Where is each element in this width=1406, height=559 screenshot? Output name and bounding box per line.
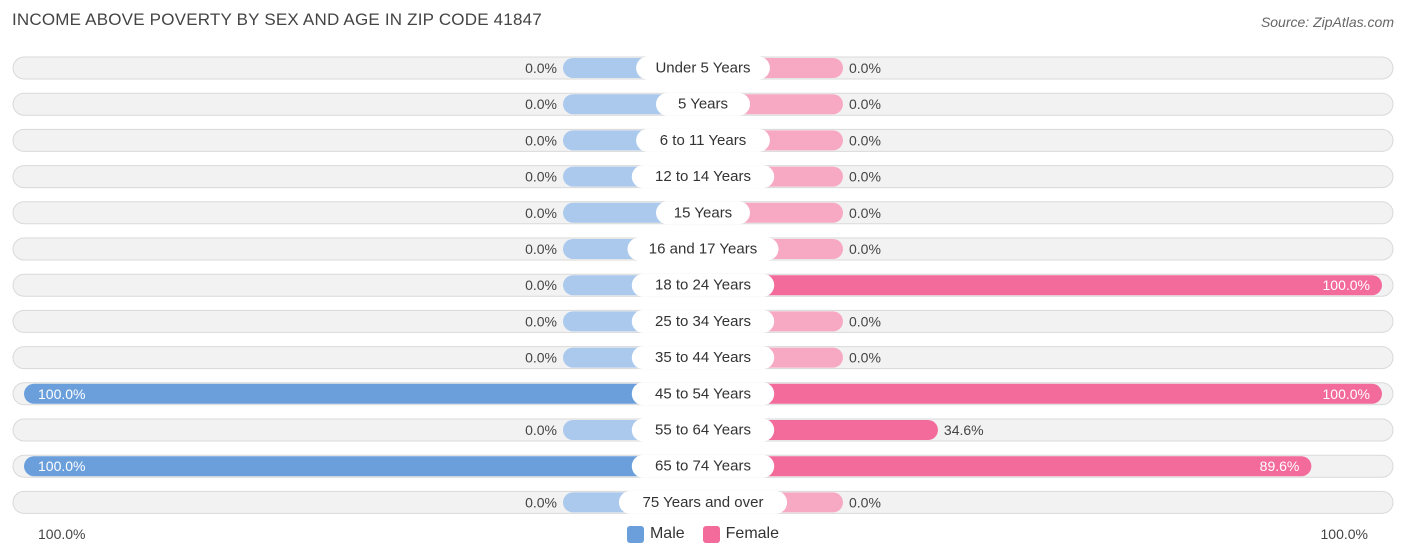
- legend: Male Female: [0, 524, 1406, 544]
- female-value-label: 34.6%: [944, 422, 984, 438]
- category-pill: [631, 418, 775, 442]
- female-bar: [703, 456, 1312, 477]
- category-pill: [631, 273, 775, 297]
- female-value-label: 0.0%: [849, 60, 881, 76]
- female-value-label: 0.0%: [849, 494, 881, 510]
- bar-chart: 0.0% 0.0% Under 5 Years 0.0% 0.0% 5 Years 0.0%…: [12, 56, 1394, 514]
- category-pill: [656, 201, 750, 225]
- category-label: 18 to 24 Years: [655, 277, 751, 294]
- legend-label-female: Female: [725, 525, 780, 542]
- category-pill: [627, 237, 779, 261]
- category-pill: [636, 128, 770, 152]
- male-value-label: 0.0%: [525, 422, 557, 438]
- category-label: 15 Years: [674, 204, 732, 221]
- category-pill: [636, 56, 770, 80]
- female-value-label: 0.0%: [849, 350, 881, 366]
- male-value-label: 0.0%: [525, 350, 557, 366]
- male-value-label: 100.0%: [38, 458, 85, 474]
- category-pill: [631, 346, 775, 370]
- legend-item-male: Male: [626, 524, 685, 544]
- female-bar: [703, 275, 1382, 296]
- category-label: 5 Years: [678, 96, 728, 113]
- category-label: 6 to 11 Years: [660, 132, 746, 149]
- category-label: 55 to 64 Years: [655, 422, 751, 439]
- category-label: 45 to 54 Years: [655, 385, 751, 402]
- male-bar: [24, 456, 703, 477]
- female-value-label: 0.0%: [849, 96, 881, 112]
- male-value-label: 0.0%: [525, 132, 557, 148]
- legend-swatch-male: [626, 525, 644, 543]
- legend-item-female: Female: [702, 524, 780, 544]
- female-value-label: 0.0%: [849, 241, 881, 257]
- category-pill: [631, 165, 775, 189]
- category-pill: [631, 309, 775, 333]
- male-value-label: 100.0%: [38, 386, 85, 402]
- category-label: 12 to 14 Years: [655, 168, 751, 185]
- male-value-label: 0.0%: [525, 241, 557, 257]
- male-value-label: 0.0%: [525, 494, 557, 510]
- category-label: 65 to 74 Years: [655, 458, 751, 475]
- axis-label-right: 100.0%: [1320, 526, 1368, 542]
- female-value-label: 0.0%: [849, 205, 881, 221]
- category-label: Under 5 Years: [655, 60, 750, 77]
- category-label: 25 to 34 Years: [655, 313, 751, 330]
- axis-label-left: 100.0%: [38, 526, 86, 542]
- female-value-label: 100.0%: [1323, 386, 1370, 402]
- category-pill: [631, 382, 775, 406]
- category-label: 16 and 17 Years: [649, 241, 757, 258]
- category-pill: [631, 454, 775, 478]
- category-label: 75 Years and over: [643, 494, 764, 511]
- female-bar: [703, 383, 1382, 404]
- female-value-label: 0.0%: [849, 132, 881, 148]
- legend-swatch-female: [702, 525, 720, 543]
- male-value-label: 0.0%: [525, 205, 557, 221]
- male-value-label: 0.0%: [525, 277, 557, 293]
- legend-label-male: Male: [649, 525, 685, 542]
- female-value-label: 100.0%: [1323, 277, 1370, 293]
- chart-title: INCOME ABOVE POVERTY BY SEX AND AGE IN Z…: [12, 10, 542, 29]
- male-value-label: 0.0%: [525, 96, 557, 112]
- female-value-label: 89.6%: [1260, 458, 1300, 474]
- source-credit: Source: ZipAtlas.com: [1260, 14, 1394, 30]
- male-bar: [24, 383, 703, 404]
- male-value-label: 0.0%: [525, 169, 557, 185]
- category-pill: [656, 92, 750, 116]
- category-label: 35 to 44 Years: [655, 349, 751, 366]
- female-value-label: 0.0%: [849, 169, 881, 185]
- female-value-label: 0.0%: [849, 313, 881, 329]
- male-value-label: 0.0%: [525, 60, 557, 76]
- male-value-label: 0.0%: [525, 313, 557, 329]
- category-pill: [618, 490, 788, 514]
